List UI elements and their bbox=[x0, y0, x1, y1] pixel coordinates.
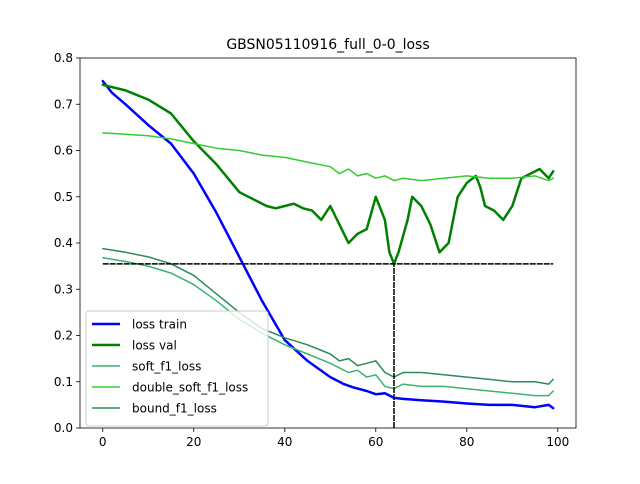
y-tick-label: 0.1 bbox=[54, 375, 73, 389]
legend-label-4: bound_f1_loss bbox=[132, 402, 217, 416]
series-line-3 bbox=[102, 132, 554, 182]
series-line-2 bbox=[102, 257, 554, 397]
x-tick-label: 40 bbox=[277, 435, 292, 449]
y-tick-label: 0.4 bbox=[54, 236, 73, 250]
legend: loss train loss val soft_f1_loss double_sof… bbox=[85, 310, 269, 427]
y-tick-label: 0.7 bbox=[54, 97, 73, 111]
y-tick-label: 0.5 bbox=[54, 190, 73, 204]
legend-box bbox=[85, 310, 269, 427]
y-tick-label: 0.6 bbox=[54, 144, 73, 158]
axes: 0 20 40 60 80 100 0.0 0.1 0.2 0.3 0.4 0.5 0.6 0.7 0.8 bbox=[54, 51, 577, 449]
chart-title: GBSN05110916_full_0-0_loss bbox=[226, 37, 429, 53]
legend-label-3: double_soft_f1_loss bbox=[132, 381, 248, 395]
y-tick-label: 0.2 bbox=[54, 329, 73, 343]
x-tick-label: 60 bbox=[368, 435, 383, 449]
series-line-1 bbox=[101, 83, 555, 266]
y-tick-label: 0.0 bbox=[54, 421, 73, 435]
plot-area bbox=[101, 79, 555, 428]
x-tick-label: 20 bbox=[186, 435, 201, 449]
x-tick-label: 100 bbox=[546, 435, 569, 449]
y-tick-label: 0.3 bbox=[54, 282, 73, 296]
x-tick-label: 0 bbox=[99, 435, 107, 449]
series-line-4 bbox=[102, 247, 554, 385]
legend-label-1: loss val bbox=[132, 339, 177, 353]
series-line-0 bbox=[101, 79, 555, 410]
x-tick-label: 80 bbox=[459, 435, 474, 449]
legend-label-2: soft_f1_loss bbox=[132, 360, 201, 374]
y-tick-label: 0.8 bbox=[54, 51, 73, 65]
legend-label-0: loss train bbox=[132, 318, 187, 332]
